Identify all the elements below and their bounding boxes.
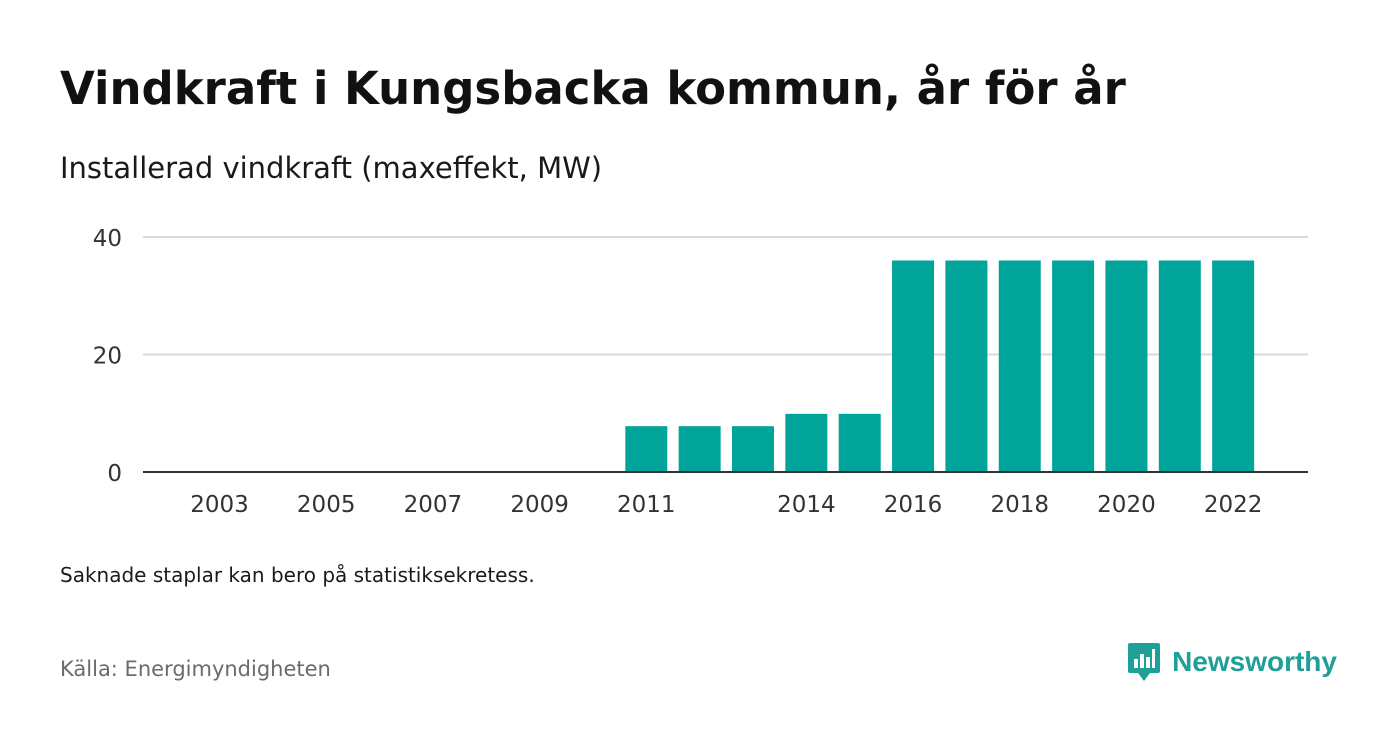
- bar-2011: [625, 426, 668, 472]
- bar-2019: [1052, 260, 1095, 472]
- brand-name: Newsworthy: [1172, 646, 1337, 677]
- chart-title: Vindkraft i Kungsbacka kommun, år för år: [60, 62, 1126, 115]
- bar-2021: [1158, 260, 1201, 472]
- y-tick-label: 0: [107, 461, 122, 487]
- x-tick-label: 2016: [884, 492, 943, 518]
- x-tick-label: 2009: [510, 492, 569, 518]
- bar-2012: [678, 426, 721, 472]
- chart-subtitle: Installerad vindkraft (maxeffekt, MW): [60, 151, 603, 185]
- y-tick-label: 20: [93, 344, 122, 370]
- bar-2017: [945, 260, 988, 472]
- y-tick-label: 40: [93, 226, 122, 252]
- newsworthy-logo-icon: [1128, 643, 1161, 681]
- bar-2015: [838, 413, 881, 472]
- x-tick-label: 2007: [404, 492, 463, 518]
- footnote: Saknade staplar kan bero på statistiksek…: [60, 563, 535, 587]
- bar-chart: 0 20 40 2003 2005 2007 2009 2011 2014 2016 2018 202…: [93, 226, 1308, 518]
- x-tick-label: 2022: [1204, 492, 1263, 518]
- bars: [625, 260, 1255, 472]
- brand-logo: Newsworthy: [1126, 641, 1337, 683]
- source-text: Källa: Energimyndigheten: [60, 657, 331, 681]
- bar-2014: [785, 413, 828, 472]
- bar-2018: [998, 260, 1041, 472]
- x-tick-label: 2005: [297, 492, 356, 518]
- x-tick-label: 2020: [1097, 492, 1156, 518]
- x-tick-label: 2011: [617, 492, 676, 518]
- bar-2013: [732, 426, 774, 472]
- bar-2022: [1212, 260, 1255, 472]
- x-tick-label: 2018: [990, 492, 1049, 518]
- bar-2016: [892, 260, 935, 472]
- bar-2020: [1105, 260, 1148, 472]
- axes: 0 20 40 2003 2005 2007 2009 2011 2014 2016 2018 202…: [93, 226, 1308, 518]
- x-tick-label: 2003: [190, 492, 249, 518]
- x-tick-label: 2014: [777, 492, 836, 518]
